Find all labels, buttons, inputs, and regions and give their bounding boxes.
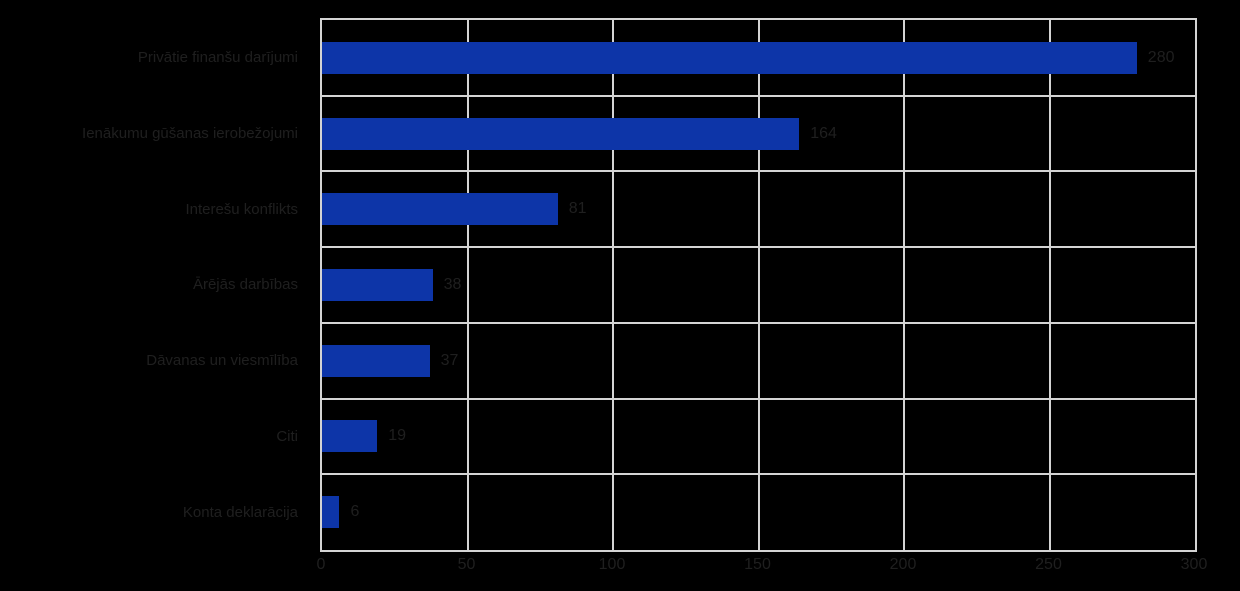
category-label: Dāvanas un viesmīlība xyxy=(146,352,298,370)
category-label: Citi xyxy=(276,427,298,445)
bar xyxy=(322,269,433,301)
x-tick-label: 250 xyxy=(1035,556,1062,573)
category-label: Konta deklarācija xyxy=(182,503,298,521)
gridline-horizontal xyxy=(322,397,1195,400)
gridline-vertical xyxy=(466,20,469,550)
bar-value-label: 19 xyxy=(388,427,407,445)
bar xyxy=(322,41,1137,74)
bar-value-label: 81 xyxy=(568,200,587,218)
x-tick-label: 100 xyxy=(598,556,626,573)
category-label: Ārējās darbības xyxy=(192,276,298,294)
bar xyxy=(322,496,340,529)
category-label: Ienākumu gūšanas ierobežojumi xyxy=(82,125,298,143)
bar-value-label: 280 xyxy=(1147,48,1175,66)
bar-value-label: 164 xyxy=(810,124,837,142)
gridline-vertical xyxy=(1048,20,1051,550)
y-axis-category-labels: Privātie finanšu darījumi Ienākumu gūšana… xyxy=(0,18,310,552)
x-tick-label: 200 xyxy=(889,556,917,573)
plot-area: 280 164 81 38 37 19 6 xyxy=(320,18,1197,552)
gridline-vertical xyxy=(612,20,614,550)
gridline-vertical xyxy=(757,20,760,550)
bar-value-label: 37 xyxy=(440,351,459,369)
bar xyxy=(322,344,430,377)
x-tick-label: 50 xyxy=(457,556,476,573)
gridline-horizontal xyxy=(322,473,1195,476)
bar xyxy=(322,420,378,453)
gridline-horizontal xyxy=(322,170,1195,173)
bar xyxy=(322,117,800,150)
gridline-vertical xyxy=(903,20,905,550)
category-label: Interešu konflikts xyxy=(185,200,298,218)
bar xyxy=(322,193,558,226)
gridline-horizontal xyxy=(322,321,1195,324)
x-tick-label: 150 xyxy=(744,556,771,573)
gridline-horizontal xyxy=(322,94,1195,97)
x-tick-label: 0 xyxy=(316,556,326,573)
category-label: Privātie finanšu darījumi xyxy=(137,49,298,67)
bar-value-label: 6 xyxy=(350,503,360,521)
gridline-horizontal xyxy=(322,246,1195,249)
x-tick-label: 300 xyxy=(1180,556,1208,573)
bar-value-label: 38 xyxy=(443,276,462,293)
x-axis-tick-labels: 0 50 100 150 200 250 300 xyxy=(0,556,1240,580)
